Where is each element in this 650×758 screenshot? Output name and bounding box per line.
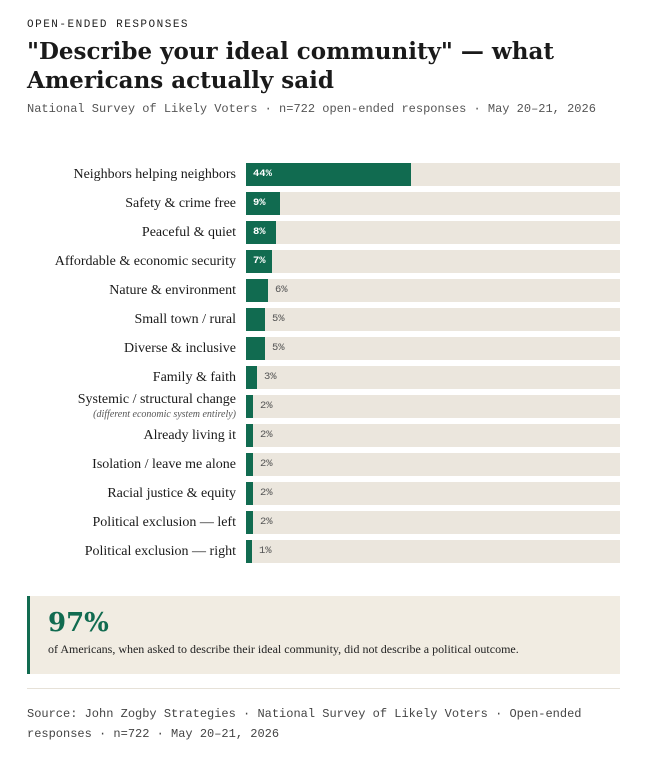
bar-row: Affordable & economic security 7% (27, 250, 620, 273)
bar-track: 7% (246, 250, 620, 273)
category-label-text: Political exclusion — right (84, 543, 236, 559)
value-label: 6% (275, 284, 288, 296)
category-label-text: Diverse & inclusive (124, 340, 236, 356)
bar-track: 6% (246, 279, 620, 302)
category-label: Political exclusion — left (93, 511, 236, 534)
bar (246, 395, 253, 418)
bar (246, 511, 253, 534)
bar (246, 279, 268, 302)
bar-row: Systemic / structural change (different e… (27, 392, 620, 420)
value-label: 2% (260, 400, 273, 412)
bar (246, 540, 252, 563)
value-label: 7% (253, 255, 266, 267)
category-label-text: Peaceful & quiet (141, 224, 236, 240)
category-label-text: Family & faith (152, 369, 236, 385)
category-label-text: Racial justice & equity (107, 485, 236, 501)
category-label-text: Neighbors helping neighbors (73, 166, 236, 182)
source-note: Source: John Zogby Strategies · National… (27, 707, 582, 741)
bar-row: Racial justice & equity 2% (27, 482, 620, 505)
callout-stat: 97% (48, 608, 109, 638)
bar-track: 5% (246, 308, 620, 331)
chart-title: "Describe your ideal community" — what A… (27, 38, 554, 94)
category-label-text: Affordable & economic security (54, 253, 236, 269)
value-label: 5% (272, 313, 285, 325)
bar (246, 163, 411, 186)
category-label: Political exclusion — right (85, 540, 236, 563)
category-label: Small town / rural (135, 308, 237, 331)
category-label: Diverse & inclusive (124, 337, 236, 360)
value-label: 9% (253, 197, 266, 209)
bar-track: 44% (246, 163, 620, 186)
bar-row: Neighbors helping neighbors 44% (27, 163, 620, 186)
value-label: 2% (260, 458, 273, 470)
bar-row: Isolation / leave me alone 2% (27, 453, 620, 476)
callout-box: 97% of Americans, when asked to describe… (27, 596, 620, 674)
category-label-text: Isolation / leave me alone (92, 456, 236, 472)
bar-row: Safety & crime free 9% (27, 192, 620, 215)
category-label: Racial justice & equity (107, 482, 236, 505)
value-label: 8% (253, 226, 266, 238)
category-label: Neighbors helping neighbors (73, 163, 236, 186)
bar (246, 308, 265, 331)
bar-row: Diverse & inclusive 5% (27, 337, 620, 360)
value-label: 3% (264, 371, 277, 383)
category-label: Nature & environment (109, 279, 236, 302)
category-label-text: Safety & crime free (125, 195, 236, 211)
bar-chart: Neighbors helping neighbors 44% Safety & c… (27, 160, 620, 580)
bar (246, 453, 253, 476)
bar (246, 337, 265, 360)
bar-row: Family & faith 3% (27, 366, 620, 389)
bar (246, 250, 272, 273)
value-label: 2% (260, 487, 273, 499)
category-label-text: Political exclusion — left (92, 514, 236, 530)
category-note: (different economic system entirely) (93, 408, 236, 420)
bar-row: Political exclusion — left 2% (27, 511, 620, 534)
category-label: Already living it (143, 424, 236, 447)
bar-row: Already living it 2% (27, 424, 620, 447)
value-label: 5% (272, 342, 285, 354)
value-label: 44% (253, 168, 272, 180)
bar-row: Political exclusion — right 1% (27, 540, 620, 563)
bar (246, 424, 253, 447)
category-label: Family & faith (153, 366, 236, 389)
bar-row: Nature & environment 6% (27, 279, 620, 302)
category-label: Peaceful & quiet (142, 221, 236, 244)
bar-track: 8% (246, 221, 620, 244)
bar-track: 3% (246, 366, 620, 389)
category-label-text: Small town / rural (134, 311, 237, 327)
bar (246, 482, 253, 505)
category-label: Systemic / structural change (different e… (78, 387, 236, 425)
category-label: Isolation / leave me alone (92, 453, 236, 476)
category-label-text: Already living it (143, 427, 236, 443)
category-label-text: Systemic / structural change (77, 391, 236, 407)
bar-track: 9% (246, 192, 620, 215)
value-label: 1% (259, 545, 272, 557)
bar-track: 2% (246, 482, 620, 505)
bar-track: 2% (246, 395, 620, 418)
bar (246, 192, 280, 215)
category-label: Affordable & economic security (55, 250, 236, 273)
bar-track: 1% (246, 540, 620, 563)
bar-track: 5% (246, 337, 620, 360)
callout-text: of Americans, when asked to describe the… (48, 642, 519, 656)
bar (246, 366, 257, 389)
value-label: 2% (260, 516, 273, 528)
bar-track: 2% (246, 424, 620, 447)
bar-row: Small town / rural 5% (27, 308, 620, 331)
bar-track: 2% (246, 511, 620, 534)
chart-subtitle: National Survey of Likely Voters · n=722… (27, 102, 596, 116)
bar-row: Peaceful & quiet 8% (27, 221, 620, 244)
bar-track: 2% (246, 453, 620, 476)
divider (27, 688, 620, 689)
kicker: OPEN-ENDED RESPONSES (27, 19, 190, 31)
bar (246, 221, 276, 244)
category-label: Safety & crime free (125, 192, 236, 215)
value-label: 2% (260, 429, 273, 441)
category-label-text: Nature & environment (109, 282, 236, 298)
